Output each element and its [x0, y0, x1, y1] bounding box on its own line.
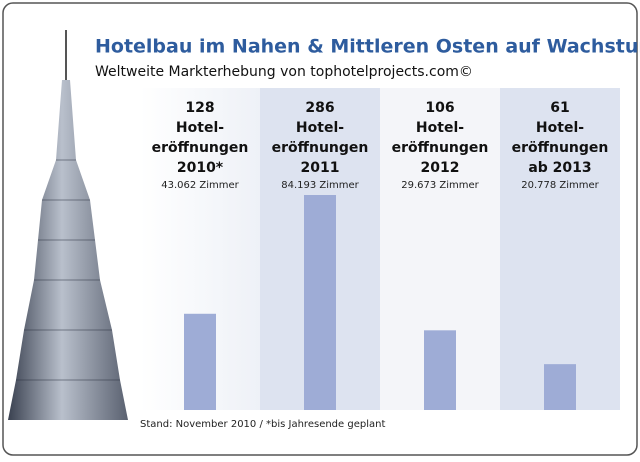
description: Hotel-: [416, 120, 464, 136]
description: Hotel-: [536, 120, 584, 136]
column-bg: [500, 88, 620, 410]
value-label: 286: [305, 100, 334, 116]
room-label: 20.778 Zimmer: [521, 180, 599, 191]
tower-illustration: [8, 30, 128, 420]
chart-subtitle: Weltweite Markterhebung von tophotelproj…: [95, 64, 473, 80]
category-label: 2010*: [177, 160, 224, 176]
value-label: 106: [425, 100, 454, 116]
value-label: 61: [550, 100, 569, 116]
category-label: 2011: [301, 160, 340, 176]
description: Hotel-: [176, 120, 224, 136]
category-label: ab 2013: [528, 160, 591, 176]
bar: [304, 195, 336, 410]
description: eröffnungen: [392, 140, 489, 156]
room-label: 84.193 Zimmer: [281, 180, 359, 191]
bar: [424, 330, 456, 410]
description: eröffnungen: [512, 140, 609, 156]
bar: [184, 313, 216, 410]
category-label: 2012: [421, 160, 460, 176]
room-label: 43.062 Zimmer: [161, 180, 239, 191]
description: Hotel-: [296, 120, 344, 136]
description: eröffnungen: [272, 140, 369, 156]
chart-title: Hotelbau im Nahen & Mittleren Osten auf …: [95, 36, 640, 58]
room-label: 29.673 Zimmer: [401, 180, 479, 191]
bar: [544, 364, 576, 410]
footnote: Stand: November 2010 / *bis Jahresende g…: [140, 419, 385, 430]
value-label: 128: [185, 100, 214, 116]
description: eröffnungen: [152, 140, 249, 156]
